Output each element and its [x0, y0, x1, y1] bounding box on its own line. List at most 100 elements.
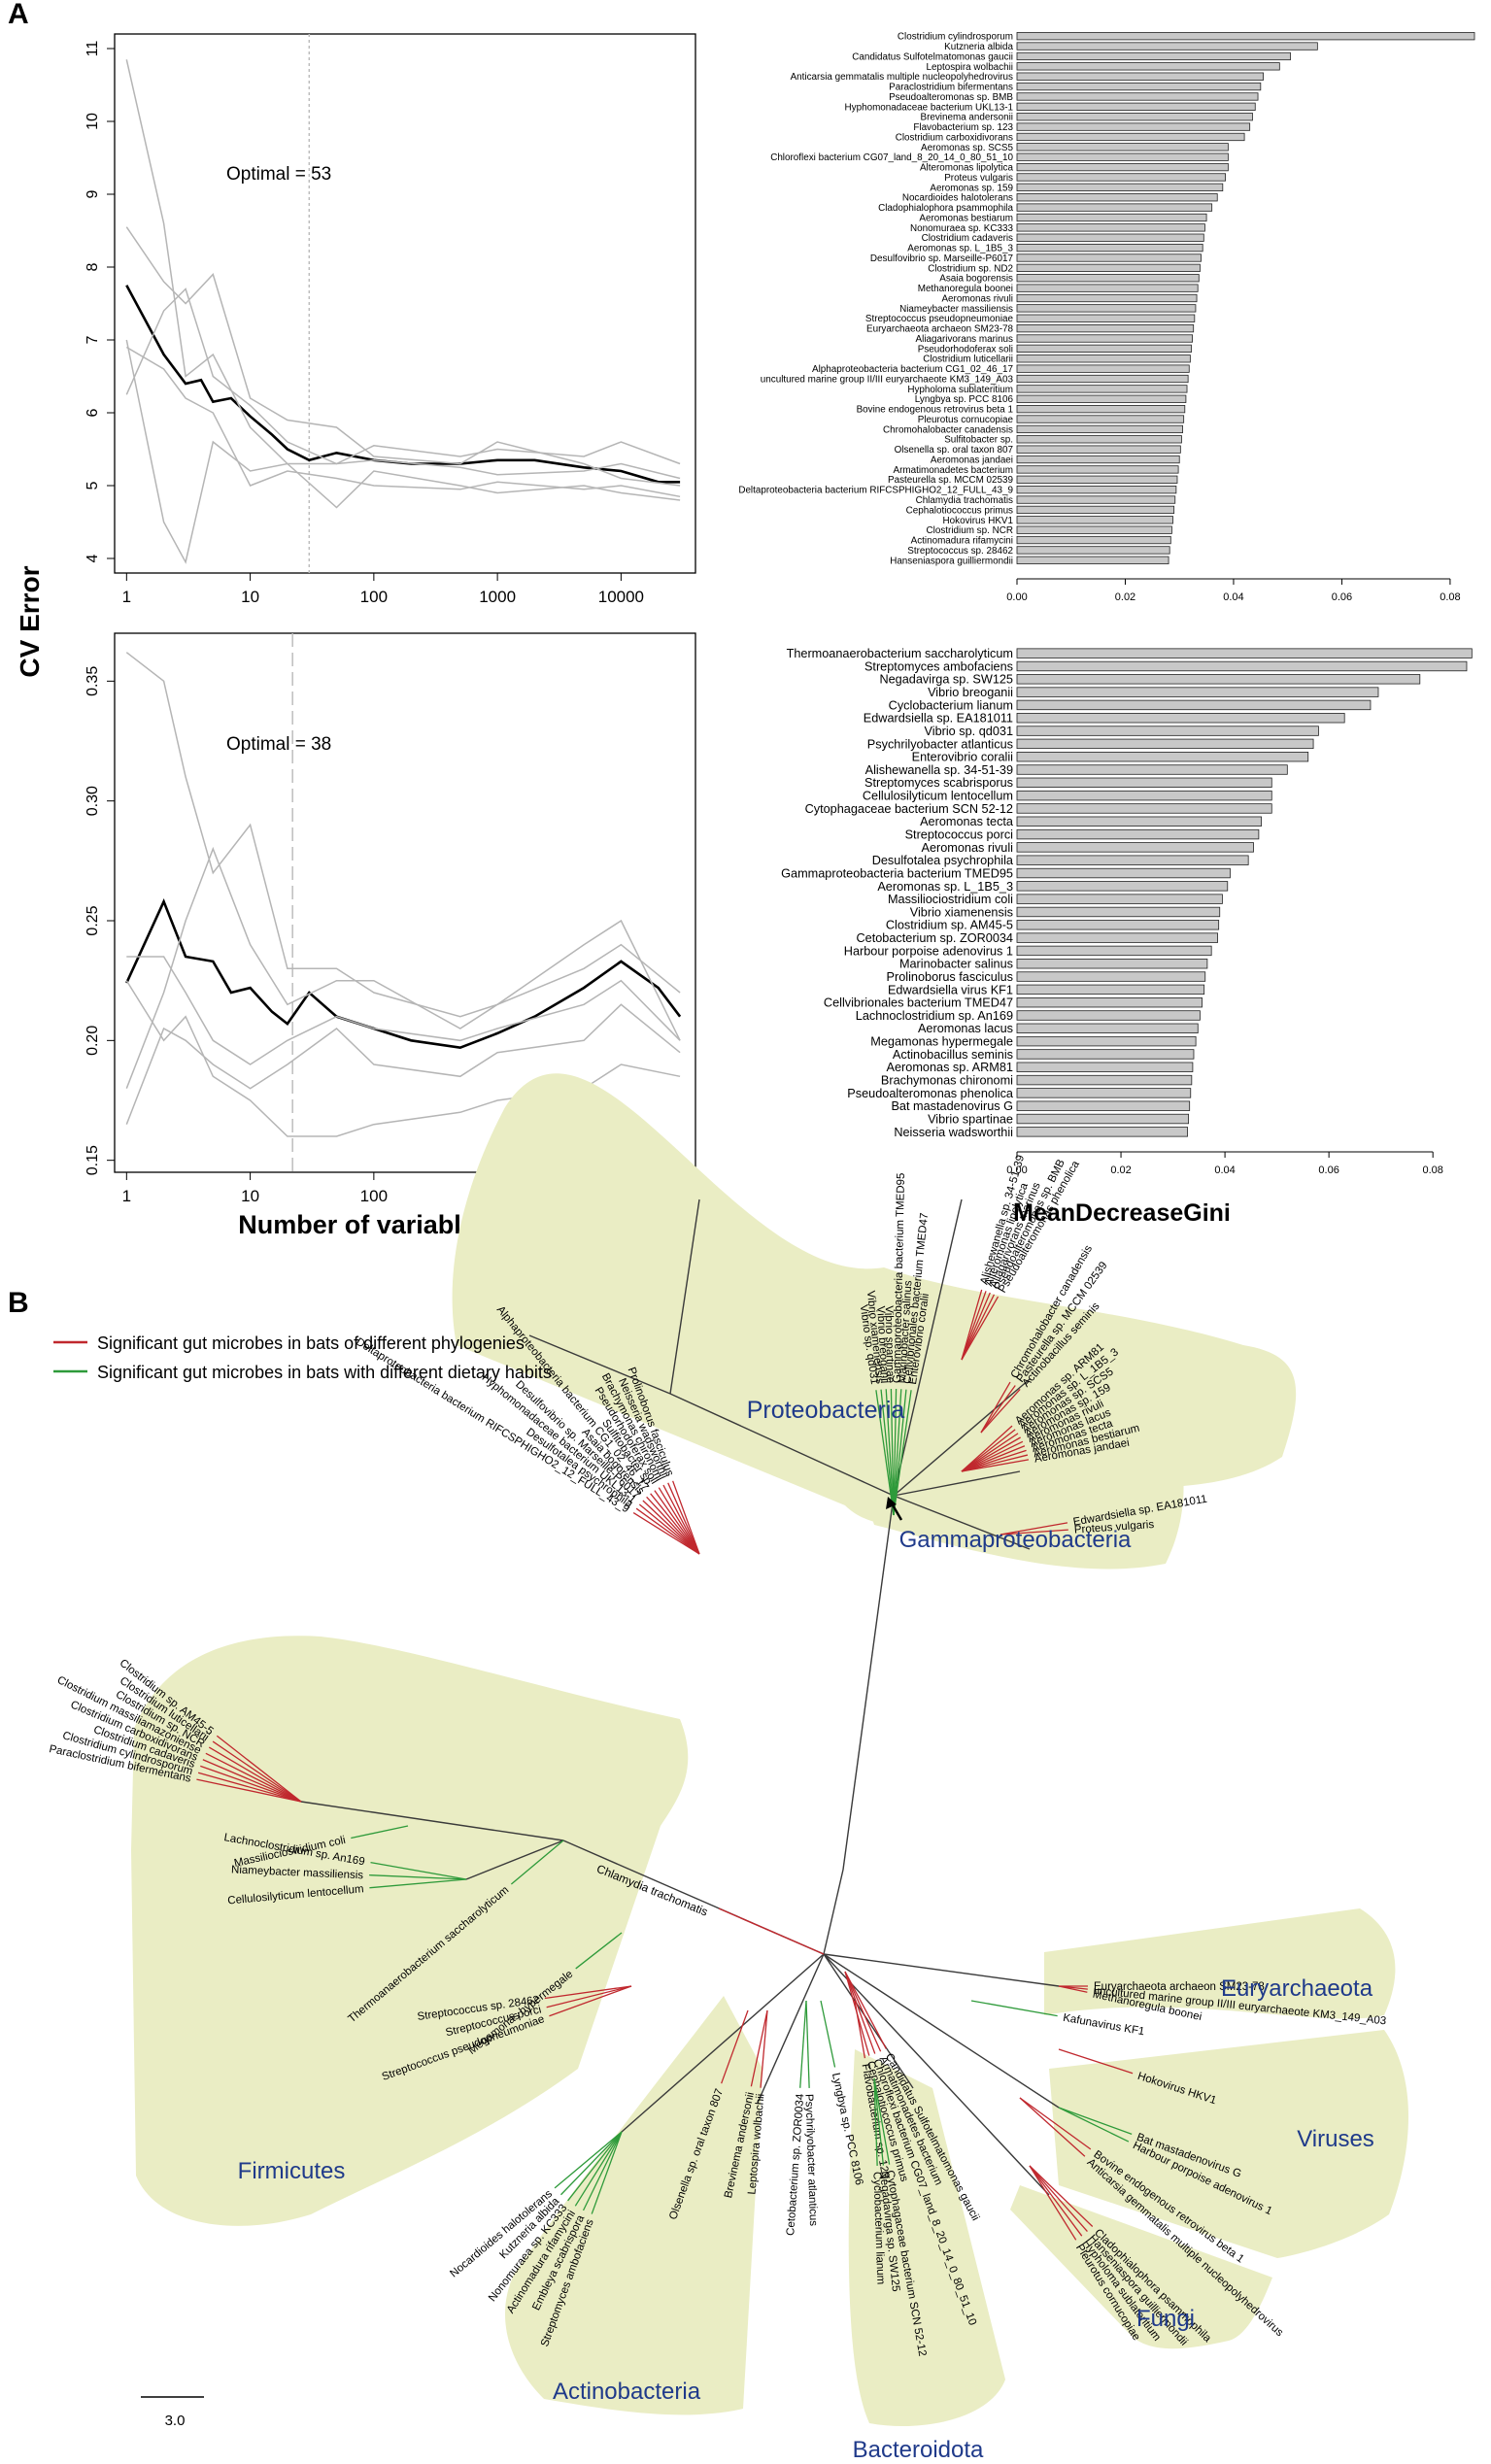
leaf-branch: [1058, 1985, 1088, 1993]
bar: [1016, 505, 1175, 515]
bar: [1016, 906, 1221, 918]
bar: [1016, 113, 1253, 121]
x-tick-label: 100: [360, 1187, 388, 1205]
bar-label: Clostridium sp. NCR: [927, 525, 1013, 536]
x-tick-label: 0.00: [1006, 1164, 1027, 1176]
bar-label: Clostridium cadaveris: [922, 233, 1013, 244]
bar: [1016, 790, 1272, 801]
leaf-branch: [654, 1490, 700, 1555]
leaf-branch: [961, 1289, 983, 1361]
bar-label: Methanoregula boonei: [918, 284, 1013, 294]
bar: [1016, 881, 1229, 892]
replicate-cv-line: [125, 226, 681, 487]
bar-label: Megamonas hypermegale: [870, 1035, 1013, 1049]
leaf-branch: [1029, 2165, 1077, 2241]
bar: [1016, 855, 1249, 865]
bar: [1016, 435, 1182, 444]
leaf-branch: [961, 1449, 1027, 1472]
bar: [1016, 183, 1224, 191]
bar: [1016, 51, 1291, 61]
clade-region-actinobacteria: [505, 1996, 762, 2415]
clade-region-euryarchaeota: [1044, 1908, 1396, 2019]
bar: [1016, 323, 1195, 333]
x-tick-label: 0.06: [1332, 591, 1352, 603]
y-tick-label: 10: [85, 113, 101, 130]
bar-label: Enterovibrio coralii: [912, 751, 1013, 764]
bar: [1016, 803, 1272, 814]
clade-title-euryarchaeota: Euryarchaeota: [1221, 1975, 1373, 2002]
leaf-branch: [961, 1440, 1024, 1472]
x-tick-label: 0.02: [1110, 1164, 1131, 1176]
bar-label: Harbour porpoise adenovirus 1: [844, 944, 1013, 958]
bar-label: Hanseniaspora guilliermondii: [890, 556, 1013, 566]
replicate-cv-line: [125, 846, 681, 1089]
replicate-cv-line: [125, 346, 681, 498]
bar: [1016, 687, 1379, 697]
mean-cv-line: [125, 285, 681, 484]
clade-title-fungi: Fungi: [1136, 2306, 1195, 2332]
bar: [1016, 842, 1254, 853]
bar-label: Hypholoma sublateritium: [907, 385, 1013, 395]
leaf-branch: [844, 1971, 876, 2054]
bar-label: Olsenella sp. oral taxon 807: [895, 445, 1013, 456]
leaf-branch: [1029, 2165, 1094, 2227]
bar-label: Nocardioides halotolerans: [902, 193, 1013, 204]
bar: [1016, 102, 1256, 111]
bar: [1016, 374, 1189, 384]
bar-label: Streptococcus porci: [905, 828, 1013, 842]
bar-label: Hyphomonadaceae bacterium UKL13-1: [845, 102, 1014, 113]
leaf-branch: [873, 2077, 885, 2166]
leaf-branch: [961, 1292, 991, 1361]
leaf-branch: [980, 1388, 1021, 1434]
bar: [1016, 1100, 1191, 1111]
bar: [1016, 415, 1185, 423]
bar-label: Chlamydia trachomatis: [916, 495, 1013, 506]
leaf-branch: [216, 1735, 302, 1803]
bar: [1016, 394, 1187, 403]
bar-label: Streptococcus pseudopneumoniae: [865, 314, 1014, 324]
leaf-branch: [980, 1381, 1011, 1434]
bar: [1016, 1088, 1192, 1098]
bar-label: Actinobacillus seminis: [893, 1048, 1013, 1062]
bar-label: Nonomuraea sp. KC333: [910, 223, 1013, 234]
bar: [1016, 203, 1213, 212]
clade-region-bacteroidota: [848, 2049, 1005, 2426]
leaf-branch: [890, 1389, 895, 1516]
bar: [1016, 945, 1212, 957]
y-tick-label: 7: [85, 335, 101, 344]
leaf-branch: [642, 1500, 700, 1555]
clade-title-viruses: Viruses: [1297, 2126, 1374, 2152]
leaf-branch: [893, 1389, 898, 1516]
leaf-branch: [844, 1971, 882, 2052]
bar-label: Candidatus Sulfotelmatomonas gaucii: [852, 51, 1013, 62]
bar: [1016, 751, 1309, 762]
bar: [1016, 726, 1319, 736]
y-tick-label: 4: [85, 554, 101, 562]
leaf-branch: [575, 1932, 623, 1970]
bar-label: Niameybacter massiliensis: [899, 304, 1013, 315]
bar-label: Cellvibrionales bacterium TMED47: [824, 996, 1013, 1010]
bar-label: Cetobacterium sp. ZOR0034: [857, 931, 1014, 945]
bar-label: Aeromonas sp. L_1B5_3: [877, 880, 1013, 894]
y-tick-label: 0.35: [85, 666, 101, 696]
leaf-branch: [546, 1985, 632, 2008]
leaf-branch: [1029, 2165, 1088, 2233]
tree-legend: Significant gut microbes in bats of diff…: [53, 1333, 552, 1382]
bar-label: Marinobacter salinus: [899, 958, 1013, 971]
cv-error-chart-top: 1 10 100 1000 10000 4 5 6 7 8 9 10 11 Optimal = 53: [85, 33, 696, 606]
bar-label: Alteromonas lipolytica: [920, 163, 1014, 174]
bar: [1016, 996, 1203, 1008]
leaf-branch: [880, 1389, 895, 1516]
leaf-branch: [369, 1873, 467, 1880]
leaf-branch: [370, 1861, 467, 1880]
leaf-branch: [961, 1454, 1029, 1472]
bar-label: Psychrilyobacter atlanticus: [867, 737, 1013, 751]
scale-bar-label: 3.0: [165, 2413, 186, 2429]
bar-label: Pasteurella sp. MCCM 02539: [888, 475, 1013, 486]
y-tick-label: 8: [85, 262, 101, 271]
clade-title-firmicutes: Firmicutes: [238, 2158, 346, 2184]
leaf-branch: [885, 1389, 895, 1516]
leaf-branch: [549, 1985, 632, 2017]
bar: [1016, 62, 1280, 71]
leaf-branch: [560, 2131, 623, 2196]
